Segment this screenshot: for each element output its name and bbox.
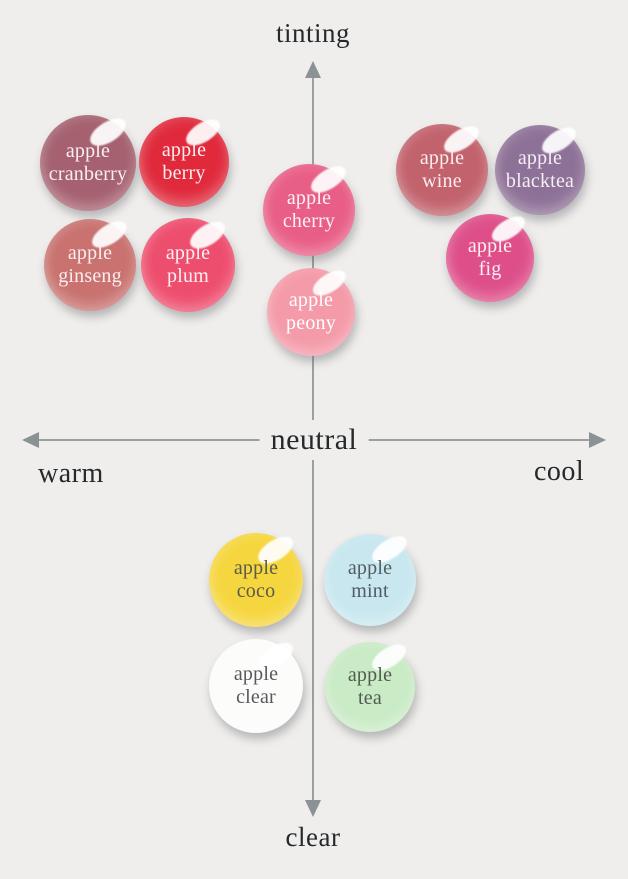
product-label-line2: cherry	[282, 210, 336, 232]
product-circle-apple-ginseng: apple ginseng	[44, 216, 136, 311]
product-circle-apple-peony: apple peony	[267, 265, 355, 356]
product-label: apple cranberry	[49, 140, 127, 186]
product-label: apple plum	[166, 242, 210, 288]
axis-label-neutral: neutral	[259, 420, 369, 460]
product-label: apple tea	[348, 664, 392, 710]
product-label-line2: blacktea	[505, 170, 575, 192]
product-circle-apple-mint: apple mint	[324, 531, 416, 626]
product-circle-apple-tea: apple tea	[325, 639, 415, 732]
product-label-line2: plum	[167, 265, 209, 287]
product-circle-apple-wine: apple wine	[396, 121, 488, 216]
product-label: apple ginseng	[58, 242, 122, 288]
axis-label-tinting: tinting	[275, 18, 351, 48]
product-circle-apple-fig: apple fig	[446, 211, 534, 302]
arrow-left-icon	[22, 432, 39, 448]
product-label-line2: fig	[478, 258, 502, 280]
product-label-line2: clear	[236, 686, 276, 708]
product-circle-apple-berry: apple berry	[139, 114, 229, 207]
product-label: apple coco	[234, 557, 278, 603]
product-label-line1: apple	[65, 140, 111, 163]
product-label-line1: apple	[233, 663, 279, 686]
product-circle-apple-coco: apple coco	[209, 530, 303, 627]
product-label: apple blacktea	[506, 147, 574, 193]
product-label-line1: apple	[347, 664, 393, 687]
product-label-line2: mint	[351, 580, 389, 602]
product-label: apple mint	[348, 557, 392, 603]
product-circle-apple-plum: apple plum	[141, 215, 235, 312]
product-label-line1: apple	[419, 147, 465, 170]
arrow-down-icon	[305, 800, 321, 817]
product-label: apple wine	[420, 147, 464, 193]
product-label-line1: apple	[161, 139, 207, 162]
product-label-line2: peony	[286, 312, 336, 334]
product-circle-apple-clear: apple clear	[209, 636, 303, 733]
product-label-line1: apple	[517, 147, 563, 170]
axis-label-clear: clear	[285, 822, 341, 852]
product-label-line1: apple	[347, 557, 393, 580]
product-circle-apple-blacktea: apple blacktea	[495, 122, 585, 215]
axis-label-cool: cool	[534, 456, 585, 487]
product-circle-apple-cranberry: apple cranberry	[40, 112, 136, 211]
product-label-line2: tea	[358, 687, 382, 709]
product-label-line1: apple	[286, 187, 332, 210]
product-label-line1: apple	[467, 235, 513, 258]
product-label: apple cherry	[283, 187, 335, 233]
product-label: apple clear	[234, 663, 278, 709]
product-label-line1: apple	[165, 242, 211, 265]
product-label-line2: wine	[422, 170, 462, 192]
product-label-line2: cranberry	[48, 163, 128, 185]
product-label-line2: coco	[236, 580, 276, 602]
product-label: apple berry	[162, 139, 206, 185]
arrow-right-icon	[589, 432, 606, 448]
arrow-up-icon	[305, 61, 321, 78]
product-label-line1: apple	[288, 289, 334, 312]
product-label: apple peony	[286, 289, 336, 335]
product-label-line2: berry	[162, 162, 206, 184]
product-label-line1: apple	[233, 557, 279, 580]
product-label-line2: ginseng	[58, 265, 122, 287]
product-label-line1: apple	[67, 242, 113, 265]
product-circle-apple-cherry: apple cherry	[263, 161, 355, 256]
product-label: apple fig	[468, 235, 512, 281]
axis-label-warm: warm	[38, 458, 104, 489]
